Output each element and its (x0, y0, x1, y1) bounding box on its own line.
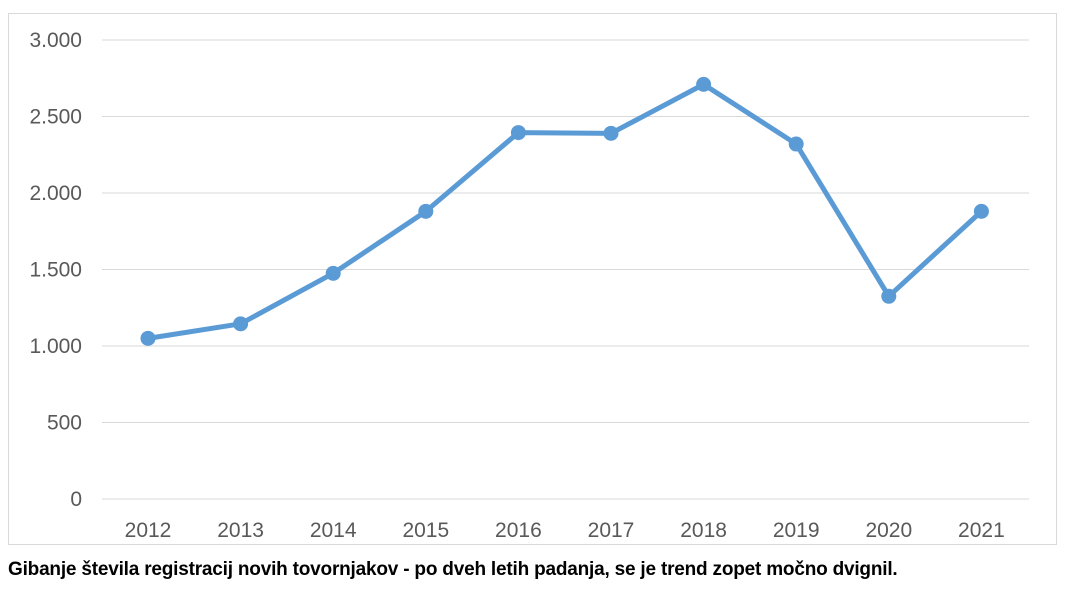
data-point (973, 203, 989, 219)
grid-lines (102, 39, 1029, 500)
y-tick-label: 2.500 (29, 106, 82, 129)
data-point (325, 265, 341, 281)
y-tick-label: 3.000 (29, 29, 82, 52)
data-point (603, 125, 619, 141)
x-tick-label: 2021 (958, 519, 1005, 542)
x-tick-label: 2012 (125, 519, 172, 542)
chart-frame (8, 13, 1057, 545)
data-point (140, 330, 156, 346)
x-axis-tick-labels: 2012 2013 2014 2015 2016 2017 2018 2019 2020 2021 (125, 519, 1005, 542)
x-tick-label: 2014 (310, 519, 357, 542)
data-point (418, 203, 434, 219)
x-tick-label: 2018 (680, 519, 727, 542)
x-tick-label: 2020 (865, 519, 912, 542)
data-point (788, 136, 804, 152)
y-tick-label: 2.000 (29, 182, 82, 205)
chart-caption: Gibanje števila registracij novih tovorn… (8, 559, 898, 580)
y-tick-label: 1.500 (29, 259, 82, 282)
x-tick-label: 2019 (773, 519, 820, 542)
x-tick-label: 2015 (402, 519, 449, 542)
x-tick-label: 2013 (217, 519, 264, 542)
y-tick-label: 1.000 (29, 335, 82, 358)
data-point (233, 316, 249, 332)
series-layer (140, 76, 989, 346)
data-point (881, 288, 897, 304)
series-line (145, 81, 984, 341)
data-point (510, 125, 526, 141)
y-tick-label: 500 (47, 412, 82, 435)
x-tick-label: 2017 (588, 519, 635, 542)
x-tick-label: 2016 (495, 519, 542, 542)
data-point (696, 76, 712, 92)
y-axis-tick-labels: 0 500 1.000 1.500 2.000 2.500 3.000 (29, 29, 82, 511)
y-tick-label: 0 (70, 488, 82, 511)
